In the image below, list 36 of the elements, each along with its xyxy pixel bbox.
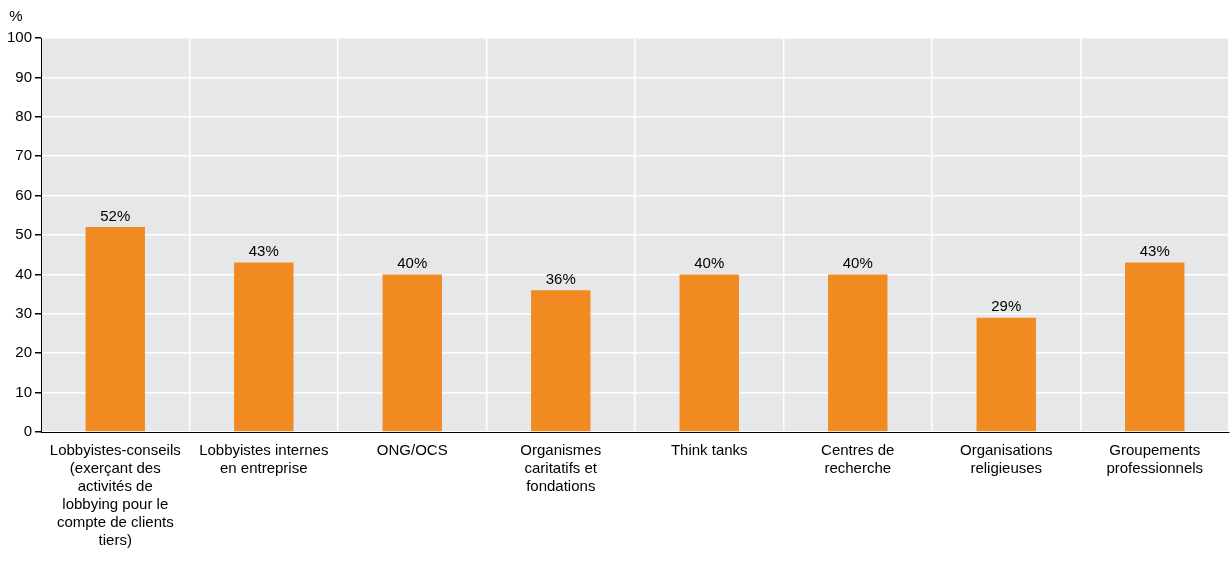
y-tick-label: 80 xyxy=(15,106,33,124)
bar xyxy=(85,227,145,432)
x-tick-label: ONG/OCS xyxy=(376,441,448,459)
x-tick-label: Lobbyistes-conseils (exerçant des activités de lobbying pour le compte de clients tiers) xyxy=(49,441,181,549)
x-tick-label: Centres de recherche xyxy=(821,441,895,477)
data-label: 40% xyxy=(694,254,725,272)
data-label: 40% xyxy=(842,254,873,272)
x-tick-label: Organisations religieuses xyxy=(959,441,1053,477)
y-tick-label: 70 xyxy=(15,146,33,164)
y-tick-label: 60 xyxy=(15,185,33,203)
bar xyxy=(234,262,294,432)
y-tick-label: 100 xyxy=(7,28,33,46)
data-label: 43% xyxy=(1139,242,1170,260)
bar xyxy=(828,274,888,432)
data-label: 43% xyxy=(248,242,279,260)
y-tick-label: 10 xyxy=(15,382,33,400)
bar xyxy=(1125,262,1185,432)
data-label: 36% xyxy=(545,269,576,287)
bar xyxy=(531,290,591,432)
x-tick-label: Lobbyistes internes en entreprise xyxy=(199,441,329,477)
y-tick-label: 20 xyxy=(15,343,33,361)
y-axis-title: % xyxy=(9,6,23,24)
bar xyxy=(976,317,1036,432)
y-tick-label: 50 xyxy=(15,225,33,243)
x-tick-label: Groupements professionnels xyxy=(1106,441,1204,477)
bar xyxy=(382,274,442,432)
x-tick-label: Organismes caritatifs et fondations xyxy=(520,441,602,495)
y-tick-label: 0 xyxy=(23,422,33,440)
data-label: 52% xyxy=(100,206,131,224)
y-tick-label: 30 xyxy=(15,303,33,321)
y-tick-label: 40 xyxy=(15,264,33,282)
x-tick-label: Think tanks xyxy=(670,441,748,459)
y-tick-label: 90 xyxy=(15,67,33,85)
bar xyxy=(679,274,739,432)
data-label: 29% xyxy=(991,297,1022,315)
data-label: 40% xyxy=(397,254,428,272)
